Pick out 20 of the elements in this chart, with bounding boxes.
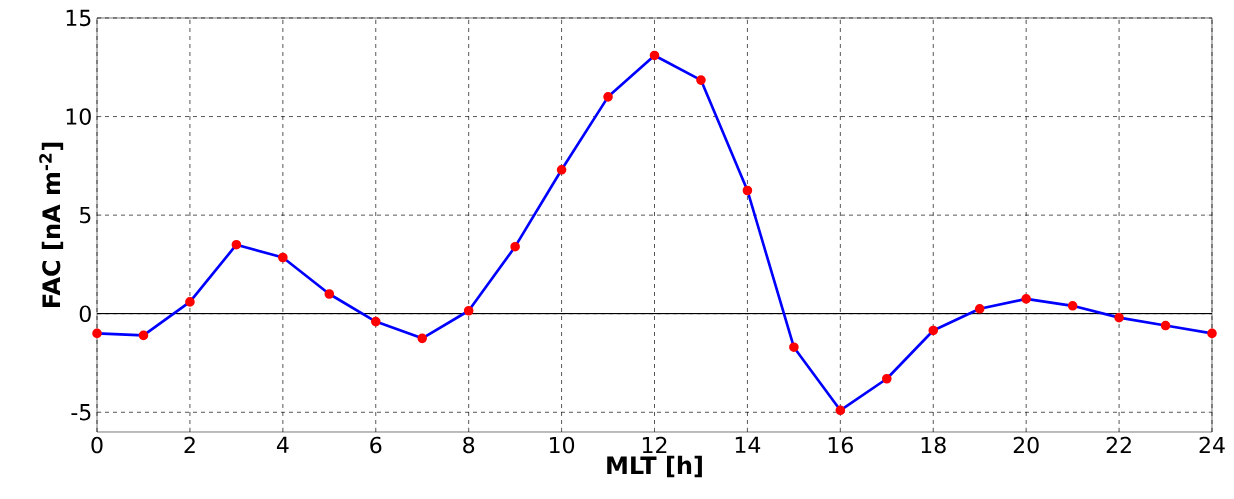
y-tick-label: -5 xyxy=(71,404,91,421)
y-tick-label: 10 xyxy=(66,108,91,125)
x-tick-label: 16 xyxy=(828,436,853,454)
x-tick-label: 22 xyxy=(1106,436,1131,454)
x-tick-label: 20 xyxy=(1013,436,1039,454)
y-tick-label: 0 xyxy=(79,305,91,323)
x-tick-label: 0 xyxy=(91,436,103,454)
x-tick-label: 10 xyxy=(550,436,575,454)
x-tick-label: 18 xyxy=(921,436,946,454)
x-axis-title: MLT [h] xyxy=(607,455,702,478)
x-tick-label: 24 xyxy=(1199,436,1225,454)
x-tick-label: 2 xyxy=(184,436,195,454)
x-tick-label: 6 xyxy=(370,436,382,454)
y-tick-label: 5 xyxy=(80,206,91,224)
x-tick-label: 12 xyxy=(642,436,667,454)
y-tick-label: 15 xyxy=(66,9,91,27)
x-tick-label: 8 xyxy=(463,436,475,454)
x-tick-label: 14 xyxy=(735,436,761,453)
x-tick-label: 4 xyxy=(276,436,289,453)
y-axis-title: FAC [nA m$^{-2}$] xyxy=(39,142,64,308)
